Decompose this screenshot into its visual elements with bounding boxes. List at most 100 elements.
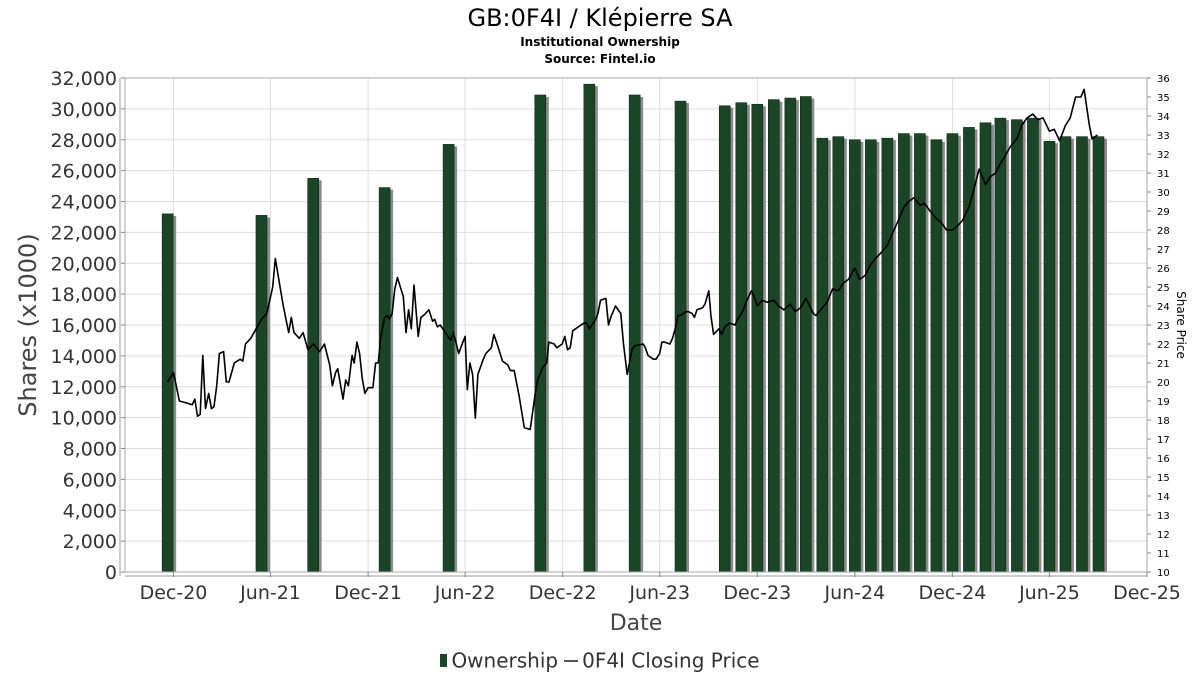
y2-tick-label: 34 — [1157, 112, 1170, 123]
y2-tick-label: 18 — [1157, 416, 1170, 427]
ownership-bar — [1011, 119, 1023, 573]
ownership-bar — [1059, 136, 1072, 573]
x-tick-label: Jun-21 — [239, 582, 301, 604]
y-tick-label: 24,000 — [51, 192, 117, 214]
y2-tick-label: 24 — [1157, 302, 1170, 313]
y-tick-label: 28,000 — [51, 130, 117, 152]
y2-tick-label: 30 — [1157, 188, 1170, 199]
y2-tick-label: 11 — [1157, 549, 1170, 560]
y2-tick-label: 17 — [1157, 435, 1170, 446]
ownership-bar — [832, 136, 845, 573]
y2-axis-label: Share Price — [1174, 291, 1188, 359]
ownership-bar — [442, 144, 455, 573]
ownership-bar — [784, 97, 797, 573]
ownership-bar — [1043, 140, 1056, 573]
y2-axis-ticks: 10 11 12 13 14 15 16 17 18 19 20 21 22 23 24 25 26 27 28 29… — [1147, 74, 1170, 579]
ownership-bar — [994, 117, 1007, 573]
y2-tick-label: 29 — [1157, 207, 1170, 218]
y2-tick-label: 14 — [1157, 492, 1170, 503]
price-line-path — [166, 88, 1098, 431]
y2-tick-label: 16 — [1157, 454, 1170, 465]
y-tick-label: 16,000 — [51, 315, 117, 337]
legend-ownership-label: Ownership — [451, 648, 559, 673]
x-tick-label: Jun-25 — [1018, 582, 1080, 604]
chart-source: Source: Fintel.io — [544, 52, 656, 66]
y2-tick-label: 13 — [1157, 511, 1170, 522]
y-tick-label: 4,000 — [63, 500, 117, 522]
ownership-bar — [161, 213, 174, 573]
y2-tick-label: 28 — [1157, 226, 1170, 237]
x-tick-label: Jun-23 — [628, 582, 690, 604]
ownership-bar — [735, 102, 748, 573]
ownership-bar — [768, 99, 780, 573]
ownership-bar — [534, 94, 547, 573]
chart-title: GB:0F4I / Klépierre SA — [467, 4, 733, 32]
y-tick-label: 20,000 — [51, 253, 117, 275]
ownership-bar — [255, 215, 268, 573]
ownership-bar — [1076, 136, 1088, 573]
y2-tick-label: 22 — [1157, 340, 1170, 351]
ownership-bar — [849, 139, 861, 573]
x-axis-ticks: Dec-20 Jun-21 Dec-21 Jun-22 Dec-22 Jun-23 Dec-… — [140, 572, 1181, 604]
y-tick-label: 2,000 — [63, 531, 117, 553]
y2-tick-label: 26 — [1157, 264, 1170, 275]
y2-tick-label: 36 — [1157, 74, 1170, 85]
y2-tick-label: 19 — [1157, 397, 1170, 408]
y-tick-label: 14,000 — [51, 346, 117, 368]
y2-tick-label: 31 — [1157, 169, 1170, 180]
ownership-bar — [816, 137, 829, 573]
y2-tick-label: 20 — [1157, 378, 1170, 389]
y-tick-label: 30,000 — [51, 99, 117, 121]
ownership-bar — [979, 122, 992, 573]
ownership-legend-swatch — [440, 654, 448, 667]
ownership-bar — [800, 96, 812, 573]
y2-tick-label: 23 — [1157, 321, 1170, 332]
ownership-bar — [898, 133, 910, 573]
ownership-bar — [718, 105, 731, 573]
ownership-bar — [628, 94, 641, 573]
ownership-bar — [307, 178, 319, 573]
ownership-bar — [378, 187, 391, 573]
ownership-bar — [946, 133, 959, 573]
x-tick-label: Jun-24 — [823, 582, 885, 604]
y-tick-label: 8,000 — [63, 439, 117, 461]
x-tick-label: Dec-24 — [919, 582, 987, 604]
x-tick-label: Dec-23 — [723, 582, 791, 604]
ownership-bar — [930, 139, 943, 573]
price-line — [166, 88, 1098, 431]
ownership-bar — [751, 103, 764, 573]
y2-tick-label: 10 — [1157, 568, 1170, 579]
x-tick-label: Jun-22 — [434, 582, 496, 604]
ownership-bar — [674, 100, 687, 573]
x-tick-label: Dec-25 — [1113, 582, 1181, 604]
y-tick-label: 6,000 — [63, 469, 117, 491]
chart-subtitle: Institutional Ownership — [520, 35, 680, 49]
ownership-bar — [1092, 136, 1105, 573]
ownership-bar — [865, 139, 877, 573]
ownership-bar — [881, 137, 894, 573]
legend-price-label: 0F4I Closing Price — [582, 648, 760, 673]
x-axis-label: Date — [610, 611, 663, 636]
y-tick-label: 32,000 — [51, 68, 117, 90]
y2-tick-label: 21 — [1157, 359, 1170, 370]
x-tick-label: Dec-21 — [334, 582, 402, 604]
x-tick-label: Dec-20 — [140, 582, 208, 604]
x-tick-label: Dec-22 — [529, 582, 597, 604]
y-tick-label: 12,000 — [51, 377, 117, 399]
y2-tick-label: 33 — [1157, 131, 1170, 142]
y-tick-label: 26,000 — [51, 161, 117, 183]
y2-tick-label: 15 — [1157, 473, 1170, 484]
y2-tick-label: 35 — [1157, 93, 1170, 104]
chart-legend: Ownership 0F4I Closing Price — [0, 647, 1200, 673]
ownership-bar — [1027, 117, 1039, 573]
y-tick-label: 10,000 — [51, 408, 117, 430]
y2-tick-label: 12 — [1157, 530, 1170, 541]
price-legend-swatch — [564, 659, 579, 662]
y-axis-ticks: 0 2,000 4,000 6,000 8,000 10,000 12,000 14,000 1… — [51, 68, 125, 584]
y2-tick-label: 27 — [1157, 245, 1170, 256]
y-tick-label: 0 — [105, 562, 117, 584]
y2-tick-label: 32 — [1157, 150, 1170, 161]
y-tick-label: 18,000 — [51, 284, 117, 306]
y2-tick-label: 25 — [1157, 283, 1170, 294]
